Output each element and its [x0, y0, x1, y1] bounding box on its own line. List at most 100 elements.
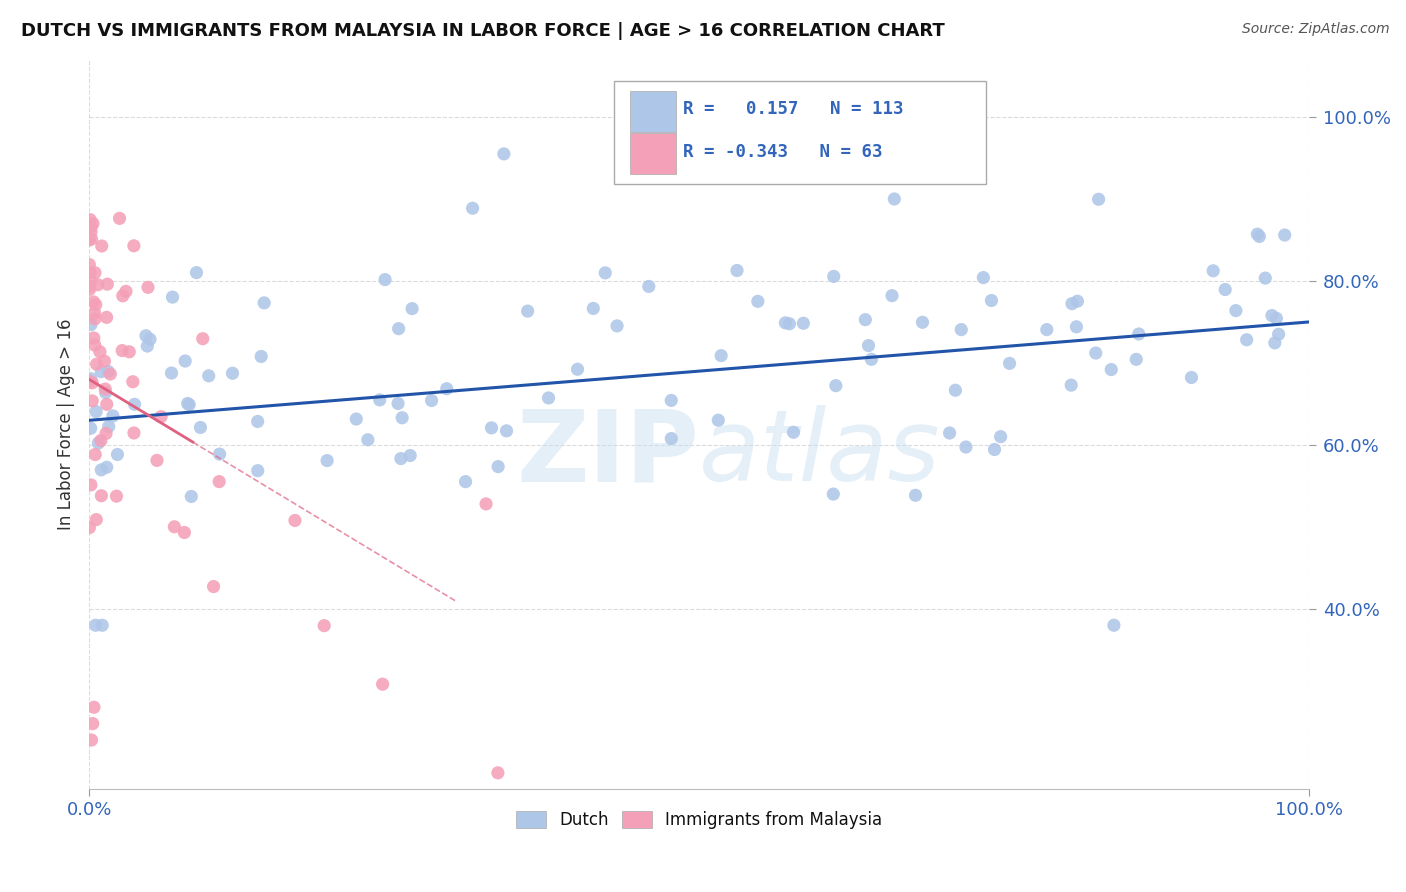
Point — [1036, 323, 1059, 337]
FancyBboxPatch shape — [613, 81, 986, 184]
Point — [945, 383, 967, 397]
Point — [436, 382, 458, 396]
Point — [637, 279, 659, 293]
Point — [221, 366, 243, 380]
Point — [388, 321, 411, 335]
Point — [659, 432, 682, 446]
Point — [122, 239, 145, 253]
Point — [357, 433, 380, 447]
Point — [1267, 327, 1289, 342]
Point — [486, 765, 509, 780]
Point — [1066, 294, 1088, 309]
Point — [179, 398, 201, 412]
Point — [136, 280, 159, 294]
Text: DUTCH VS IMMIGRANTS FROM MALAYSIA IN LABOR FORCE | AGE > 16 CORRELATION CHART: DUTCH VS IMMIGRANTS FROM MALAYSIA IN LAB… — [21, 22, 945, 40]
Point — [911, 315, 934, 329]
Point — [582, 301, 605, 316]
Point — [93, 354, 115, 368]
Point — [1261, 309, 1284, 323]
Point — [162, 290, 184, 304]
Point — [79, 421, 101, 435]
Point — [111, 289, 134, 303]
Point — [860, 352, 883, 367]
Point — [79, 282, 101, 296]
Point — [84, 312, 107, 326]
Point — [121, 375, 143, 389]
Point — [84, 448, 107, 462]
Point — [778, 317, 800, 331]
Point — [86, 357, 108, 371]
Point — [775, 316, 797, 330]
Point — [174, 354, 197, 368]
Point — [853, 312, 876, 326]
Point — [173, 525, 195, 540]
Point — [97, 419, 120, 434]
Point — [79, 521, 101, 535]
Point — [792, 316, 814, 330]
Point — [190, 420, 212, 434]
Point — [1060, 378, 1083, 392]
Point — [606, 318, 628, 333]
Point — [96, 277, 118, 292]
Point — [90, 365, 112, 379]
Point — [79, 375, 101, 389]
Point — [90, 434, 112, 448]
Point — [955, 440, 977, 454]
Point — [80, 225, 103, 239]
Point — [80, 478, 103, 492]
Point — [94, 426, 117, 441]
Point — [1264, 335, 1286, 350]
Point — [368, 392, 391, 407]
Point — [84, 298, 107, 312]
FancyBboxPatch shape — [630, 91, 676, 132]
Point — [284, 513, 307, 527]
Point — [80, 219, 103, 234]
Point — [197, 368, 219, 383]
Point — [82, 393, 104, 408]
Point — [80, 733, 103, 747]
Point — [710, 349, 733, 363]
Point — [1213, 283, 1236, 297]
Point — [79, 258, 101, 272]
Point — [980, 293, 1002, 308]
Point — [83, 338, 105, 352]
Point — [84, 513, 107, 527]
Point — [80, 372, 103, 386]
Point — [82, 217, 104, 231]
Point — [101, 409, 124, 423]
Point — [191, 332, 214, 346]
Point — [107, 448, 129, 462]
Point — [880, 288, 903, 302]
Point — [495, 424, 517, 438]
Point — [90, 239, 112, 253]
Point — [401, 301, 423, 316]
Point — [537, 391, 560, 405]
Point — [94, 382, 117, 396]
Point — [1180, 370, 1202, 384]
Point — [316, 453, 339, 467]
Point — [481, 421, 503, 435]
Point — [1084, 346, 1107, 360]
Point — [79, 279, 101, 293]
Point — [1125, 352, 1147, 367]
Point — [253, 296, 276, 310]
Point — [371, 677, 394, 691]
Point — [90, 463, 112, 477]
Point — [950, 323, 973, 337]
Text: ZIP: ZIP — [516, 405, 699, 502]
Point — [246, 464, 269, 478]
Point — [176, 396, 198, 410]
Point — [707, 413, 730, 427]
Point — [420, 393, 443, 408]
Point — [486, 459, 509, 474]
Point — [246, 414, 269, 428]
Point — [79, 266, 101, 280]
Point — [747, 294, 769, 309]
Point — [84, 618, 107, 632]
Point — [82, 716, 104, 731]
Point — [314, 618, 336, 632]
Y-axis label: In Labor Force | Age > 16: In Labor Force | Age > 16 — [58, 318, 75, 530]
Point — [858, 338, 880, 352]
Point — [990, 430, 1012, 444]
Point — [83, 306, 105, 320]
